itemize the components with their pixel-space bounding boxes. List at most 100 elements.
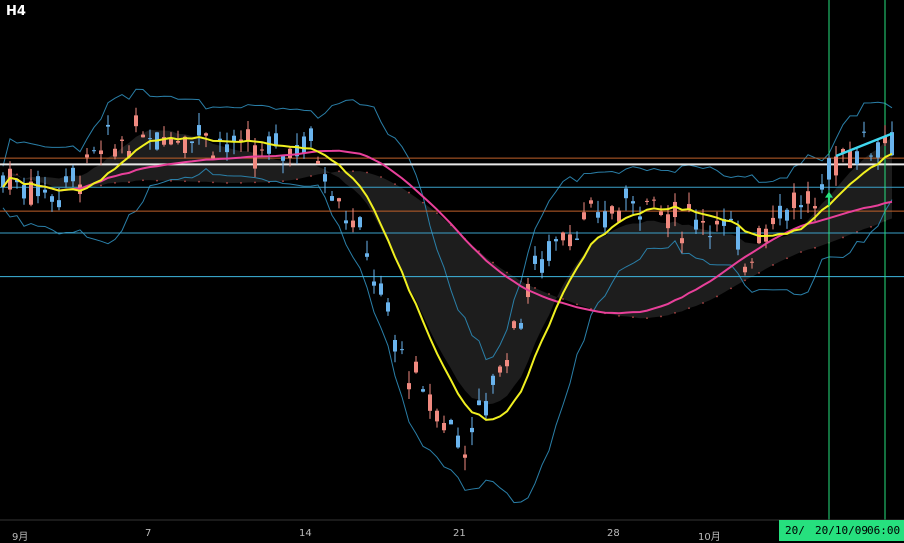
cloud-dot: [730, 287, 732, 290]
cursor-date: 20/10/09: [815, 524, 868, 537]
candle-body: [330, 196, 334, 201]
cloud-dot: [646, 317, 648, 319]
x-tick-label: 28: [607, 528, 620, 539]
short-moving-average: [2, 135, 893, 421]
candle-body: [29, 181, 33, 205]
cloud-dot: [492, 261, 494, 264]
cloud-dot: [156, 179, 158, 182]
x-tick-label: 10月: [698, 532, 721, 543]
candle-body: [148, 138, 152, 140]
candle-body: [232, 135, 236, 142]
cloud-dot: [534, 287, 536, 289]
cloud-dot: [422, 201, 424, 204]
cloud-dot: [744, 279, 746, 282]
candle-body: [729, 218, 733, 221]
candle-body: [449, 419, 453, 425]
cloud-dot: [310, 175, 312, 177]
candle-body: [547, 241, 551, 261]
candle-body: [316, 160, 320, 164]
candle-body: [771, 217, 775, 225]
candle-body: [204, 133, 208, 136]
candle-body: [302, 136, 306, 154]
candle-body: [645, 200, 649, 202]
candle-body: [533, 255, 537, 264]
cloud-dot: [576, 303, 578, 306]
candle-body: [477, 400, 481, 406]
candle-body: [393, 339, 397, 352]
cloud-dot: [786, 257, 788, 260]
cloud-dot: [254, 181, 256, 184]
cursor-date-label: 20/ 20/10/09 06:00: [779, 520, 904, 541]
candle-body: [561, 232, 565, 241]
candle-body: [470, 427, 474, 433]
candle-body: [183, 136, 187, 153]
x-tick-label: 14: [299, 528, 312, 539]
candle-body: [519, 323, 523, 329]
cloud-dot: [758, 272, 760, 274]
candle-body: [71, 167, 75, 182]
cloud-dot: [408, 191, 410, 194]
candle-body: [435, 410, 439, 422]
cursor-left-fragment: 20/: [785, 524, 805, 537]
cloud-dot: [842, 236, 844, 239]
candle-body: [50, 196, 54, 202]
candle-body: [568, 234, 572, 247]
cloud-dot: [366, 171, 368, 174]
cloud-dot: [856, 230, 858, 233]
bollinger-lower: [2, 167, 893, 504]
candle-body: [876, 142, 880, 158]
candle-body: [379, 283, 383, 295]
candle-body: [428, 394, 432, 411]
candle-body: [106, 124, 110, 127]
cloud-dot: [338, 170, 340, 173]
cloud-dot: [16, 173, 18, 176]
candle-body: [820, 184, 824, 190]
candle-body: [687, 204, 691, 210]
candle-body: [694, 219, 698, 230]
candle-body: [141, 134, 145, 138]
candle-body: [554, 239, 558, 242]
signal-up-arrow-icon: [825, 191, 833, 206]
candle-body: [456, 435, 460, 448]
candle-body: [589, 200, 593, 204]
candle-body: [890, 132, 894, 156]
cloud-dot: [380, 176, 382, 178]
cloud-dot: [478, 250, 480, 252]
bollinger-upper: [2, 88, 893, 361]
cloud-dot: [772, 264, 774, 266]
candle-body: [855, 151, 859, 165]
x-tick-label: 7: [145, 528, 152, 539]
candle-body: [337, 198, 341, 202]
candle-body: [43, 189, 47, 193]
candle-body: [267, 136, 271, 154]
candle-body: [659, 211, 663, 216]
candle-body: [22, 185, 26, 199]
candle-body: [281, 155, 285, 161]
candle-body: [344, 220, 348, 224]
cloud-dot: [226, 182, 228, 184]
candle-body: [638, 216, 642, 220]
candle-body: [99, 150, 103, 155]
candle-body: [715, 220, 719, 225]
candle-body: [169, 138, 173, 145]
cloud-dot: [394, 183, 396, 186]
candle-body: [309, 128, 313, 141]
cloud-dot: [282, 180, 284, 183]
cloud-dot: [142, 179, 144, 182]
candle-body: [862, 131, 866, 133]
candle-body: [834, 156, 838, 176]
candle-body: [176, 141, 180, 143]
cloud-dot: [660, 315, 662, 318]
candle-body: [505, 360, 509, 367]
candle-body: [841, 149, 845, 153]
cloud-dot: [618, 314, 620, 317]
candle-body: [442, 422, 446, 431]
candle-body: [134, 115, 138, 127]
candle-body: [596, 212, 600, 218]
candle-body: [848, 150, 852, 169]
candle-body: [624, 188, 628, 199]
candle-body: [407, 383, 411, 390]
candle-body: [218, 138, 222, 141]
cloud-dot: [814, 246, 816, 249]
